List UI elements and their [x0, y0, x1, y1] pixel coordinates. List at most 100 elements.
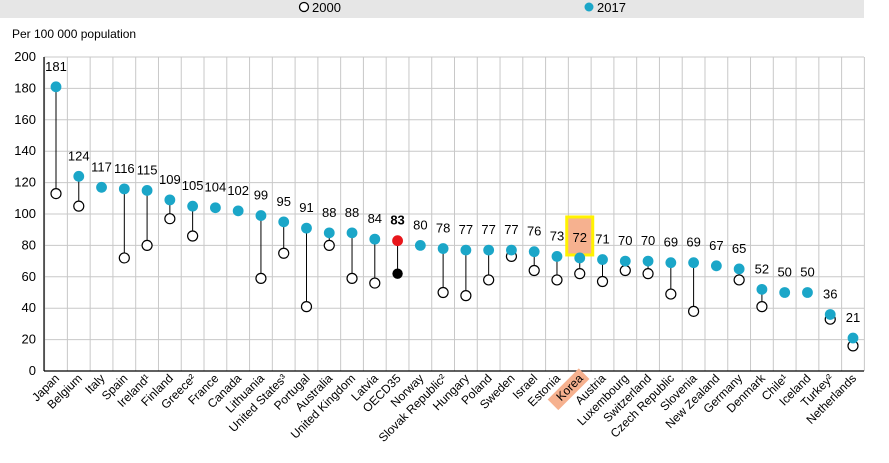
data-label: 21	[846, 310, 860, 325]
legend-label-2017: 2017	[597, 0, 626, 15]
data-label: 50	[777, 265, 791, 280]
data-label: 70	[618, 233, 632, 248]
legend: 2000 2017	[0, 0, 864, 18]
y-tick-label: 160	[14, 112, 36, 127]
data-label: 115	[137, 162, 158, 177]
data-label: 69	[686, 235, 700, 250]
category-labels: JapanBelgiumItalySpainIreland¹FinlandGre…	[29, 368, 859, 445]
point-2017	[460, 244, 472, 256]
point-2017	[346, 227, 358, 239]
y-tick-label: 140	[14, 143, 36, 158]
data-label: 70	[641, 233, 655, 248]
point-2017	[847, 332, 859, 344]
point-2017	[232, 205, 244, 217]
point-2017	[528, 246, 540, 258]
point-2000	[483, 274, 495, 286]
point-2017	[733, 263, 745, 275]
point-2017	[278, 216, 290, 228]
y-tick-label: 200	[14, 49, 36, 64]
point-2017	[779, 287, 791, 298]
point-2000	[574, 268, 586, 280]
point-2017	[414, 240, 426, 251]
point-2000	[733, 274, 745, 286]
point-2017	[483, 244, 495, 256]
point-2017	[437, 243, 449, 254]
point-2017	[73, 170, 85, 182]
data-label: 116	[114, 161, 135, 176]
data-label: 78	[436, 221, 450, 236]
point-2017	[301, 222, 312, 234]
point-2000	[687, 305, 700, 317]
data-label: 95	[276, 194, 290, 209]
data-label: 117	[91, 159, 112, 174]
point-2000	[619, 264, 631, 277]
data-label: 76	[527, 224, 541, 239]
data-label: 77	[459, 222, 473, 237]
data-label: 50	[800, 265, 814, 280]
point-2017	[551, 250, 563, 262]
y-tick-label: 60	[22, 269, 36, 284]
point-2017	[597, 254, 608, 265]
data-label: 65	[732, 241, 746, 256]
point-2017	[802, 287, 813, 298]
point-2017	[665, 257, 677, 269]
point-2017	[710, 260, 722, 272]
y-tick-label: 80	[22, 237, 36, 252]
data-label: 52	[755, 261, 769, 276]
point-2000	[596, 275, 609, 288]
data-label: 36	[823, 286, 837, 301]
point-2000	[278, 247, 290, 259]
point-2017	[96, 181, 107, 193]
point-2000	[756, 301, 768, 313]
data-label: 80	[413, 217, 427, 232]
point-2017	[141, 185, 153, 196]
point-2000	[255, 272, 267, 284]
data-label: 69	[664, 235, 678, 250]
point-2017	[210, 202, 221, 214]
point-2000	[50, 187, 62, 200]
data-label: 73	[550, 228, 564, 243]
point-2017	[574, 252, 586, 264]
legend-marker-2000	[298, 1, 310, 13]
legend-marker-2017	[584, 2, 594, 12]
y-tick-label: 40	[22, 300, 36, 315]
data-marks	[50, 81, 859, 352]
point-2000	[551, 274, 563, 286]
data-label: 105	[182, 178, 204, 193]
point-2000	[528, 264, 540, 277]
point-2000	[187, 230, 199, 242]
point-2000	[323, 239, 335, 251]
point-2000	[369, 277, 381, 289]
data-label: 88	[322, 205, 336, 220]
point-2017	[824, 309, 836, 320]
data-label: 181	[45, 59, 67, 74]
point-2000	[118, 252, 130, 264]
data-label: 77	[504, 222, 518, 237]
point-2000	[164, 213, 176, 225]
data-label: 72	[573, 230, 587, 245]
point-2017	[118, 183, 130, 195]
y-axis-unit-label: Per 100 000 population	[12, 27, 136, 41]
data-label: 84	[368, 211, 382, 226]
point-2000	[141, 239, 153, 251]
point-2017	[50, 81, 62, 93]
point-2017-oecd	[392, 235, 403, 247]
data-label: 77	[481, 222, 495, 237]
data-label: 88	[345, 205, 359, 220]
point-2000	[437, 286, 449, 299]
y-tick-label: 120	[14, 175, 36, 190]
point-2017	[688, 257, 699, 269]
point-2017	[187, 200, 199, 212]
gridlines	[44, 56, 865, 371]
point-2000	[665, 288, 677, 300]
data-label: 83	[390, 213, 404, 228]
data-label: 99	[254, 188, 268, 203]
point-2017	[369, 233, 381, 245]
point-2017	[323, 227, 335, 239]
point-2000-oecd	[392, 268, 403, 279]
point-2000	[300, 301, 313, 313]
y-tick-label: 100	[14, 206, 36, 221]
data-label: 109	[159, 172, 181, 187]
